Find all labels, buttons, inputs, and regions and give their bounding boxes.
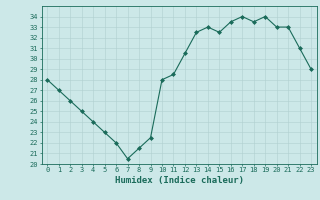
X-axis label: Humidex (Indice chaleur): Humidex (Indice chaleur) bbox=[115, 176, 244, 185]
